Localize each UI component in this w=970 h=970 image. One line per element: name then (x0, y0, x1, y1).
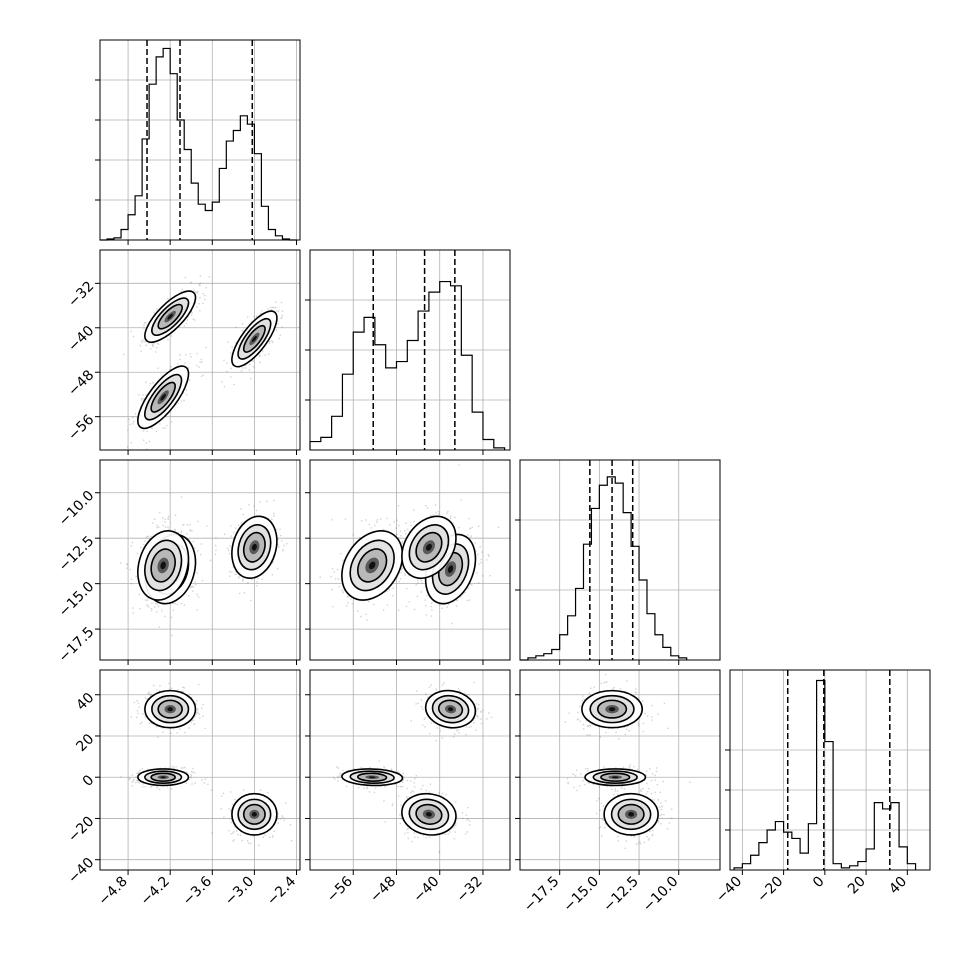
y-tick-label: 0 (80, 772, 98, 790)
density-peak (447, 565, 454, 573)
panel-content (100, 250, 300, 450)
y-tick-label: −48 (65, 367, 97, 399)
histogram-panel-2 (515, 459, 721, 665)
histogram-step-line (309, 280, 506, 450)
x-tick-label: −40 (410, 874, 442, 906)
x-tick-label: −10.0 (640, 874, 682, 916)
y-tick-label: −40 (65, 855, 97, 887)
x-tick-label: 20 (845, 874, 869, 898)
density-peak (167, 313, 173, 320)
x-tick-label: −12.5 (600, 874, 642, 916)
y-tick-label: −32 (65, 278, 97, 310)
x-tick-label: −20 (754, 874, 786, 906)
panel-content (310, 670, 510, 870)
panel-frame (309, 669, 511, 871)
x-tick-label: −17.5 (521, 874, 563, 916)
y-tick-label: −15.0 (56, 579, 98, 621)
x-tick-label: −56 (324, 873, 356, 905)
x-tick-label: −3.6 (180, 873, 215, 908)
panel-content (520, 670, 720, 870)
panel-frame (309, 459, 511, 661)
density-peak (447, 707, 454, 712)
panel-frame (519, 669, 721, 871)
x-tick-label: −4.2 (138, 874, 173, 909)
y-tick-label: −10.0 (56, 488, 98, 530)
histogram-panel-3 (725, 669, 931, 875)
panel-frame (99, 249, 301, 451)
histogram-step-line (520, 476, 688, 661)
density-peak (368, 776, 376, 779)
panel-frame (729, 669, 931, 871)
panel-frame (309, 249, 511, 451)
density-peak (160, 561, 166, 570)
y-tick-label: 20 (73, 731, 97, 755)
density-peak (368, 561, 376, 570)
histogram-panel-1 (305, 249, 511, 455)
x-tick-label: −15.0 (561, 874, 603, 916)
scatter-panel-3-0 (95, 669, 301, 875)
x-tick-label: −2.4 (264, 873, 299, 908)
y-tick-label: −20 (65, 814, 97, 846)
density-peak (160, 776, 166, 779)
scatter-panel-3-1 (305, 669, 511, 875)
panel-frame (99, 39, 301, 241)
panel-content (310, 460, 510, 660)
density-peak (251, 543, 257, 551)
density-peak (425, 812, 432, 817)
density-peak (628, 812, 635, 817)
x-tick-label: 40 (886, 874, 910, 898)
x-tick-label: −3.0 (222, 874, 257, 909)
density-peak (608, 707, 616, 712)
scatter-panel-2-1 (305, 459, 511, 665)
x-tick-label: −32 (454, 874, 486, 906)
histogram-step-line (100, 47, 297, 241)
scatter-panel-2-0 (95, 459, 301, 665)
x-tick-label: −4.8 (96, 874, 131, 909)
density-peak (251, 812, 257, 817)
scatter-panel-3-2 (515, 669, 721, 875)
y-tick-label: 40 (73, 690, 97, 714)
x-tick-label: 0 (810, 874, 828, 892)
scatter-panel-1-0 (95, 249, 301, 455)
y-tick-label: −12.5 (56, 533, 98, 575)
x-tick-label: −48 (367, 874, 399, 906)
x-tick-label: −40 (713, 874, 745, 906)
panel-frame (519, 459, 721, 661)
histogram-step-line (733, 679, 917, 870)
density-peak (251, 335, 257, 342)
histogram-panel-0 (95, 39, 301, 245)
y-tick-label: −56 (65, 412, 97, 444)
panel-content (100, 670, 300, 870)
density-peak (167, 707, 173, 712)
density-peak (425, 543, 432, 551)
density-peak (160, 393, 166, 401)
y-tick-label: −17.5 (56, 624, 98, 666)
density-peak (611, 776, 619, 779)
panels-layer: −4.8 −4.2 −3.6 −3.0 −2.4 −56 −48 −40 −32 −17.5−15… (56, 39, 931, 916)
panel-content (100, 460, 300, 660)
y-tick-label: −40 (65, 323, 97, 355)
panel-frame (99, 669, 301, 871)
panel-frame (99, 459, 301, 661)
